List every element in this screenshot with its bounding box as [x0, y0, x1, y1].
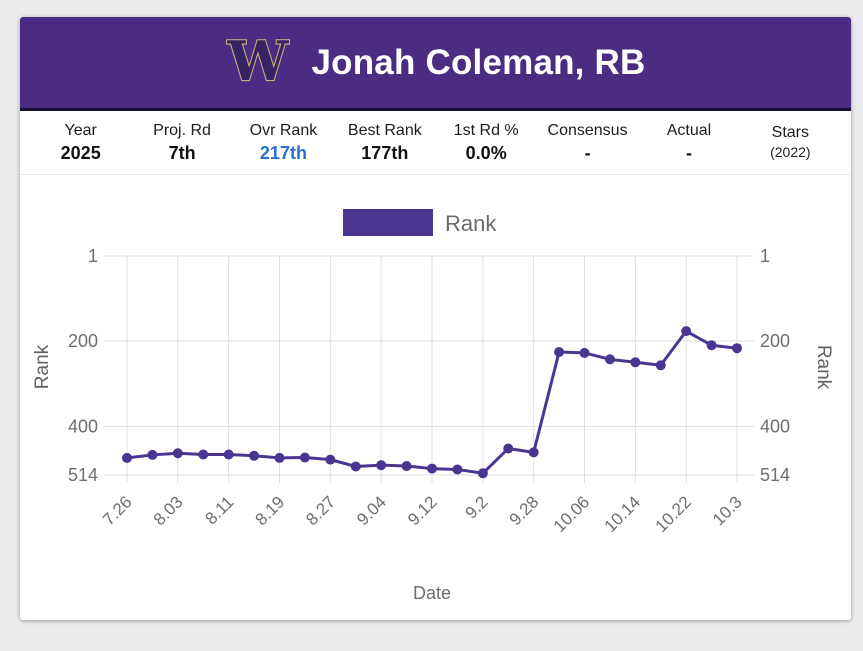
stat-col-consensus: Consensus -: [537, 121, 638, 165]
stat-label: 1st Rd %: [453, 121, 519, 139]
stat-value: 177th: [361, 142, 409, 163]
y-axis-tick-left: 200: [68, 331, 98, 351]
y-axis-tick-right: 514: [760, 465, 790, 485]
x-axis-tick: 8.11: [202, 492, 238, 528]
y-axis-tick-left: 400: [68, 416, 98, 436]
stat-label: Year: [64, 121, 97, 139]
data-point-9.2[interactable]: [477, 468, 488, 479]
x-axis-title: Date: [413, 583, 451, 603]
stat-value: -: [584, 142, 591, 163]
y-axis-title-right: Rank: [813, 345, 834, 390]
stat-col-proj-rd: Proj. Rd 7th: [131, 121, 232, 165]
x-axis-tick: 8.27: [302, 492, 339, 529]
data-point-8.23[interactable]: [299, 452, 310, 463]
legend-label[interactable]: Rank: [445, 211, 497, 236]
x-axis-tick: 8.19: [251, 492, 288, 529]
data-point-9.12[interactable]: [427, 463, 437, 474]
stat-value: 0.0%: [465, 142, 507, 163]
data-point-10.02[interactable]: [554, 347, 565, 358]
data-point-10.06[interactable]: [579, 347, 590, 358]
x-axis-tick: 10.22: [651, 492, 695, 536]
legend-swatch[interactable]: [343, 209, 433, 236]
data-point-8.11[interactable]: [223, 449, 234, 460]
y-axis-title-left: Rank: [32, 344, 53, 389]
data-point-10.18[interactable]: [655, 360, 666, 371]
stat-col-best-rank: Best Rank 177th: [334, 121, 435, 165]
x-axis-tick: 9.04: [353, 492, 390, 529]
page-title: Jonah Coleman, RB: [311, 42, 646, 82]
y-axis-tick-left: 514: [68, 465, 98, 485]
data-point-9.24[interactable]: [503, 443, 514, 454]
data-point-8.31[interactable]: [350, 461, 361, 472]
x-axis-tick: 9.28: [506, 492, 543, 529]
x-axis-tick: 10.3: [709, 492, 746, 529]
data-point-10.14[interactable]: [630, 357, 641, 368]
stat-col-1st-rd-: 1st Rd % 0.0%: [436, 121, 537, 165]
stat-value[interactable]: 217th: [259, 142, 307, 163]
x-axis-tick: 7.26: [99, 492, 136, 529]
data-point-9.08[interactable]: [401, 461, 412, 472]
data-point-8.07[interactable]: [198, 449, 209, 460]
data-point-8.19[interactable]: [274, 452, 285, 463]
data-point-10.26[interactable]: [706, 340, 717, 351]
stat-col-stars: Stars (2022): [740, 123, 841, 162]
x-axis-tick: 8.03: [150, 492, 187, 529]
rank-chart: Rank 1 1 200 200 400 400 514 514 7.26 8.03 8.11 8.19…: [20, 175, 851, 620]
stat-label: Proj. Rd: [153, 121, 211, 139]
washington-w-logo-icon: W: [226, 32, 291, 94]
stat-value: 2025: [60, 142, 101, 163]
y-axis-tick-left: 1: [88, 246, 98, 266]
x-axis-tick: 10.06: [550, 492, 594, 536]
stat-value: (2022): [770, 144, 811, 161]
data-point-10.3[interactable]: [732, 343, 742, 354]
stat-label: Actual: [666, 121, 712, 139]
player-header: W Jonah Coleman, RB: [20, 17, 851, 111]
stat-value: 7th: [168, 142, 196, 163]
stat-label: Consensus: [547, 121, 628, 139]
data-point-7.30[interactable]: [147, 449, 158, 460]
y-axis-tick-right: 400: [760, 416, 790, 436]
data-point-9.28[interactable]: [528, 447, 539, 458]
stat-col-ovr-rank: Ovr Rank 217th: [233, 121, 334, 165]
data-point-9.16[interactable]: [452, 464, 463, 475]
data-point-10.10[interactable]: [604, 354, 615, 365]
data-point-7.26[interactable]: [122, 452, 132, 463]
x-axis-tick: 9.2: [462, 492, 492, 522]
stat-value: -: [685, 142, 692, 163]
player-card: W Jonah Coleman, RB Year 2025 Proj. Rd 7th O…: [20, 17, 851, 620]
data-point-8.15[interactable]: [249, 450, 260, 461]
logo-letter: W: [227, 32, 290, 93]
x-axis-tick: 9.12: [404, 492, 441, 529]
stat-label: Best Rank: [347, 121, 422, 139]
data-point-8.27[interactable]: [325, 454, 336, 465]
data-point-9.04[interactable]: [376, 460, 387, 471]
y-axis-tick-right: 200: [760, 331, 790, 351]
stat-col-actual: Actual -: [638, 121, 739, 165]
x-axis-tick: 10.14: [601, 492, 645, 536]
data-point-8.03[interactable]: [172, 448, 183, 459]
stats-row: Year 2025 Proj. Rd 7th Ovr Rank 217th Best Ran…: [20, 111, 851, 175]
stat-label: Stars: [771, 124, 809, 142]
y-axis-tick-right: 1: [760, 246, 770, 266]
stat-label: Ovr Rank: [249, 121, 318, 139]
stat-col-year: Year 2025: [30, 121, 131, 165]
data-point-10.22[interactable]: [681, 326, 692, 337]
